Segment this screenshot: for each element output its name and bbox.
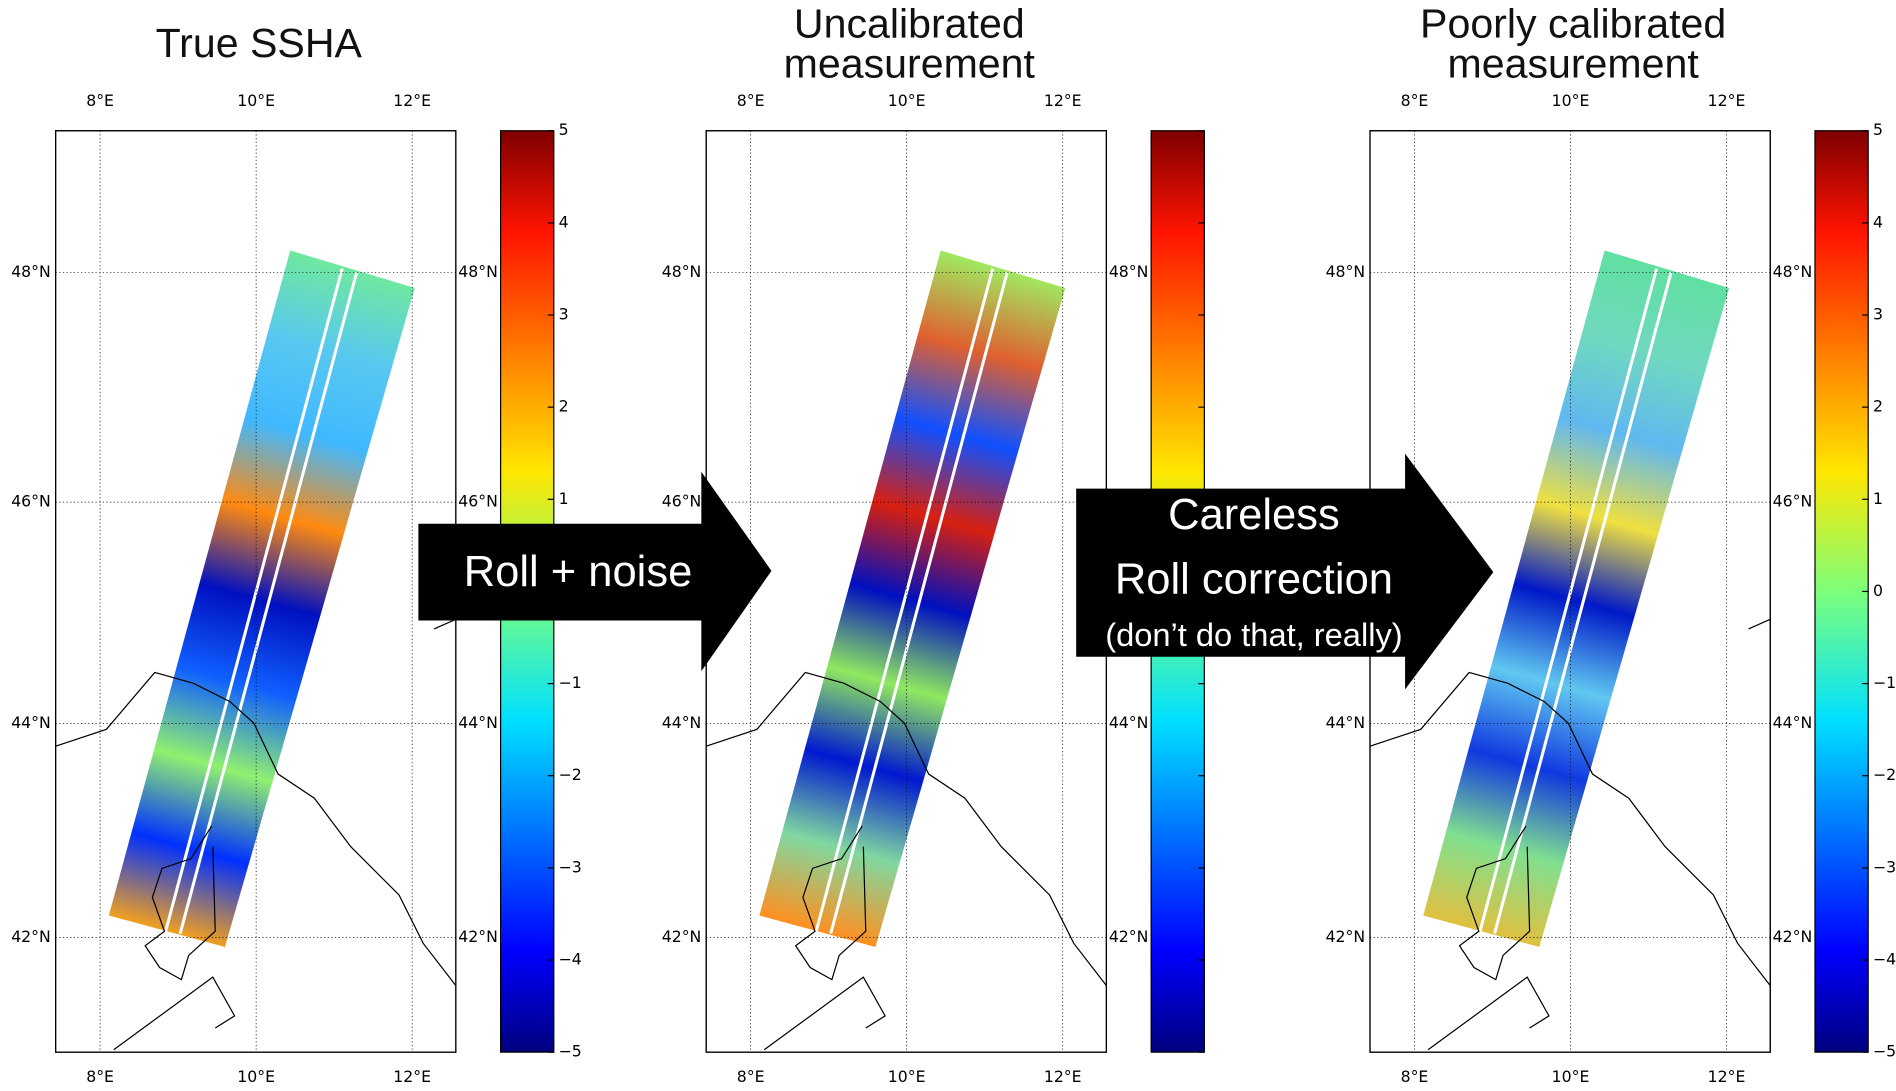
colorbar-tick-label: 4 bbox=[559, 212, 569, 231]
colorbar-tick-label: −1 bbox=[1873, 673, 1896, 692]
colorbar-tick-label: −1 bbox=[559, 673, 582, 692]
x-tick-label: 8°E bbox=[737, 1067, 765, 1086]
y-tick-label: 48°N bbox=[458, 262, 498, 281]
colorbar-tick-label: 5 bbox=[1873, 120, 1883, 139]
colorbar-tick-label: −4 bbox=[1209, 950, 1232, 969]
y-tick-label: 46°N bbox=[11, 492, 51, 511]
colorbar-tick-label: 4 bbox=[1873, 212, 1883, 231]
x-tick-label: 12°E bbox=[393, 91, 431, 110]
x-tick-label: 8°E bbox=[86, 91, 114, 110]
x-tick-label: 12°E bbox=[1044, 1067, 1082, 1086]
colorbar: −5 −4 −3 −2 −1 0 1 2 3 4 5 bbox=[1815, 120, 1896, 1060]
colorbar-tick-label: −5 bbox=[1873, 1042, 1896, 1061]
colorbar-tick-label: 2 bbox=[1873, 397, 1883, 416]
colorbar-tick-label: −2 bbox=[1873, 765, 1896, 784]
panel-title: measurement bbox=[784, 41, 1036, 87]
y-tick-label: 44°N bbox=[1326, 713, 1366, 732]
x-tick-label: 10°E bbox=[237, 1067, 275, 1086]
x-tick-label: 10°E bbox=[1552, 1067, 1590, 1086]
arrow-label: Roll correction bbox=[1115, 555, 1393, 603]
colorbar-ramp bbox=[1815, 131, 1868, 1052]
y-tick-label: 48°N bbox=[662, 262, 702, 281]
y-tick-label: 48°N bbox=[1326, 262, 1366, 281]
x-tick-label: 12°E bbox=[393, 1067, 431, 1086]
colorbar-tick-label: −4 bbox=[1873, 950, 1896, 969]
arrow-label: Roll + noise bbox=[464, 548, 693, 596]
y-tick-label: 44°N bbox=[662, 713, 702, 732]
x-tick-label: 10°E bbox=[237, 91, 275, 110]
y-tick-label: 46°N bbox=[1773, 492, 1813, 511]
colorbar-tick-label: −5 bbox=[1209, 1042, 1232, 1061]
colorbar-tick-label: −3 bbox=[1209, 857, 1232, 876]
colorbar-tick-label: −2 bbox=[559, 765, 582, 784]
x-tick-label: 8°E bbox=[1401, 91, 1429, 110]
x-tick-label: 12°E bbox=[1708, 91, 1746, 110]
x-tick-label: 12°E bbox=[1708, 1067, 1746, 1086]
arrow-label: Careless bbox=[1168, 491, 1340, 539]
y-tick-label: 48°N bbox=[1773, 262, 1813, 281]
x-tick-label: 10°E bbox=[1552, 91, 1590, 110]
colorbar-tick-label: −5 bbox=[559, 1042, 582, 1061]
y-tick-label: 42°N bbox=[1326, 927, 1366, 946]
colorbar-tick-label: 2 bbox=[559, 397, 569, 416]
colorbar-tick-label: −3 bbox=[559, 857, 582, 876]
arrow-label: (don’t do that, really) bbox=[1105, 616, 1402, 653]
y-tick-label: 44°N bbox=[1773, 713, 1813, 732]
panel-title: measurement bbox=[1447, 41, 1699, 87]
x-tick-label: 10°E bbox=[888, 1067, 926, 1086]
colorbar-tick-label: 2 bbox=[1209, 397, 1219, 416]
y-tick-label: 42°N bbox=[1109, 927, 1149, 946]
y-tick-label: 44°N bbox=[1109, 713, 1149, 732]
y-tick-label: 42°N bbox=[662, 927, 702, 946]
process-arrow: Careless Roll correction (don’t do that, r… bbox=[1076, 454, 1493, 690]
colorbar-tick-label: 0 bbox=[1873, 581, 1883, 600]
y-tick-label: 48°N bbox=[1109, 262, 1149, 281]
x-tick-label: 8°E bbox=[1401, 1067, 1429, 1086]
colorbar-tick-label: 1 bbox=[559, 489, 569, 508]
y-tick-label: 42°N bbox=[458, 927, 498, 946]
y-tick-label: 44°N bbox=[11, 713, 51, 732]
colorbar-tick-label: 5 bbox=[559, 120, 569, 139]
y-tick-label: 42°N bbox=[1773, 927, 1813, 946]
colorbar-tick-label: 4 bbox=[1209, 212, 1219, 231]
y-tick-label: 46°N bbox=[458, 492, 498, 511]
y-tick-label: 44°N bbox=[458, 713, 498, 732]
colorbar-tick-label: 3 bbox=[559, 305, 569, 324]
y-tick-label: 48°N bbox=[11, 262, 51, 281]
colorbar-tick-label: 1 bbox=[1873, 489, 1883, 508]
y-tick-label: 46°N bbox=[662, 492, 702, 511]
x-tick-label: 12°E bbox=[1044, 91, 1082, 110]
colorbar-tick-label: −2 bbox=[1209, 765, 1232, 784]
colorbar-tick-label: 3 bbox=[1209, 305, 1219, 324]
x-tick-label: 8°E bbox=[737, 91, 765, 110]
x-tick-label: 8°E bbox=[86, 1067, 114, 1086]
figure: True SSHA 8°E 8°E 10°E 10°E 12°E 12°E 42°N 42°N 4… bbox=[0, 0, 1896, 1091]
colorbar-tick-label: −1 bbox=[1209, 673, 1232, 692]
colorbar-tick-label: 3 bbox=[1873, 305, 1883, 324]
colorbar-tick-label: −3 bbox=[1873, 857, 1896, 876]
panel-title: True SSHA bbox=[156, 20, 363, 66]
colorbar-tick-label: 5 bbox=[1209, 120, 1219, 139]
x-tick-label: 10°E bbox=[888, 91, 926, 110]
y-tick-label: 42°N bbox=[11, 927, 51, 946]
colorbar-tick-label: −4 bbox=[559, 950, 582, 969]
